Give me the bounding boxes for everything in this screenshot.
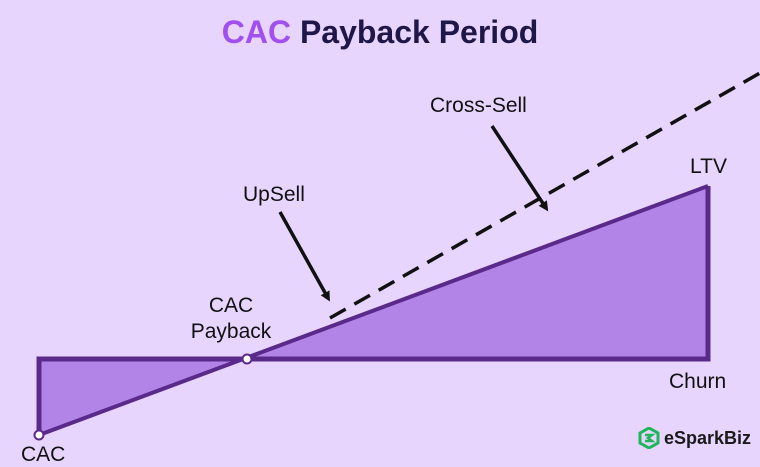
upsell-label: UpSell xyxy=(243,183,305,206)
esparkbiz-logo-icon xyxy=(638,427,660,449)
title-accent: CAC xyxy=(221,14,292,50)
cac-point xyxy=(33,429,45,441)
cac-payback-label-2: Payback xyxy=(191,320,272,343)
upsell-arrow xyxy=(278,211,330,302)
payback-point xyxy=(241,353,253,365)
cac-payback-label-1: CAC xyxy=(209,294,253,317)
title-rest: Payback Period xyxy=(299,14,539,50)
baseline xyxy=(36,186,711,435)
cross-sell-arrow xyxy=(490,125,549,212)
brand-name: eSparkBiz xyxy=(664,427,752,448)
brand-logo: eSparkBiz xyxy=(638,427,751,449)
cross-sell-label: Cross-Sell xyxy=(430,94,527,117)
revenue-line xyxy=(38,184,709,437)
ltv-label: LTV xyxy=(690,155,727,178)
page-title: CAC Payback Period xyxy=(0,14,760,51)
cac-label: CAC xyxy=(21,443,65,466)
churn-label: Churn xyxy=(669,370,726,393)
